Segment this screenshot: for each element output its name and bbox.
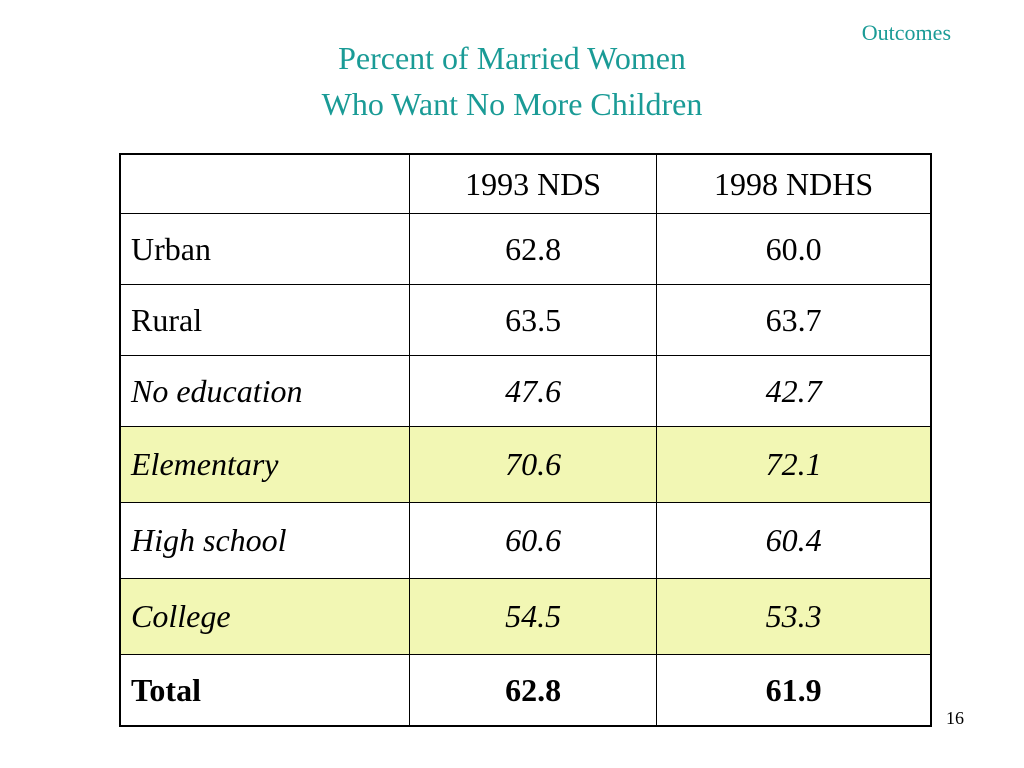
- cell-1998: 42.7: [656, 355, 932, 427]
- table-row: High school 60.6 60.4: [119, 502, 932, 579]
- row-label: Urban: [119, 213, 410, 285]
- row-label: Total: [119, 654, 410, 727]
- cell-1993: 70.6: [408, 426, 658, 503]
- header-cell-1993: 1993 NDS: [408, 153, 658, 214]
- cell-1993: 62.8: [408, 213, 658, 285]
- cell-1993: 62.8: [408, 654, 658, 727]
- header-cell-1998: 1998 NDHS: [656, 153, 932, 214]
- cell-1998: 61.9: [656, 654, 932, 727]
- cell-1998: 60.0: [656, 213, 932, 285]
- cell-1993: 60.6: [408, 502, 658, 579]
- data-table: 1993 NDS 1998 NDHS Urban 62.8 60.0 Rural…: [119, 153, 932, 727]
- cell-1998: 63.7: [656, 284, 932, 356]
- row-label: Elementary: [119, 426, 410, 503]
- row-label: No education: [119, 355, 410, 427]
- slide-title-line-1: Percent of Married Women: [338, 40, 686, 76]
- row-label: Rural: [119, 284, 410, 356]
- row-label: High school: [119, 502, 410, 579]
- cell-1993: 54.5: [408, 578, 658, 655]
- header-cell-empty: [119, 153, 410, 214]
- table-row: Rural 63.5 63.7: [119, 284, 932, 356]
- cell-1993: 47.6: [408, 355, 658, 427]
- cell-1998: 53.3: [656, 578, 932, 655]
- table-row-highlighted: College 54.5 53.3: [119, 578, 932, 655]
- table-row: No education 47.6 42.7: [119, 355, 932, 427]
- slide-title-line-2: Who Want No More Children: [321, 86, 703, 122]
- cell-1998: 60.4: [656, 502, 932, 579]
- table-header-row: 1993 NDS 1998 NDHS: [119, 153, 932, 214]
- table-row-highlighted: Elementary 70.6 72.1: [119, 426, 932, 503]
- cell-1998: 72.1: [656, 426, 932, 503]
- section-label: Outcomes: [861, 20, 951, 45]
- table-row: Urban 62.8 60.0: [119, 213, 932, 285]
- page-number: 16: [946, 708, 964, 728]
- table-row-total: Total 62.8 61.9: [119, 654, 932, 727]
- cell-1993: 63.5: [408, 284, 658, 356]
- row-label: College: [119, 578, 410, 655]
